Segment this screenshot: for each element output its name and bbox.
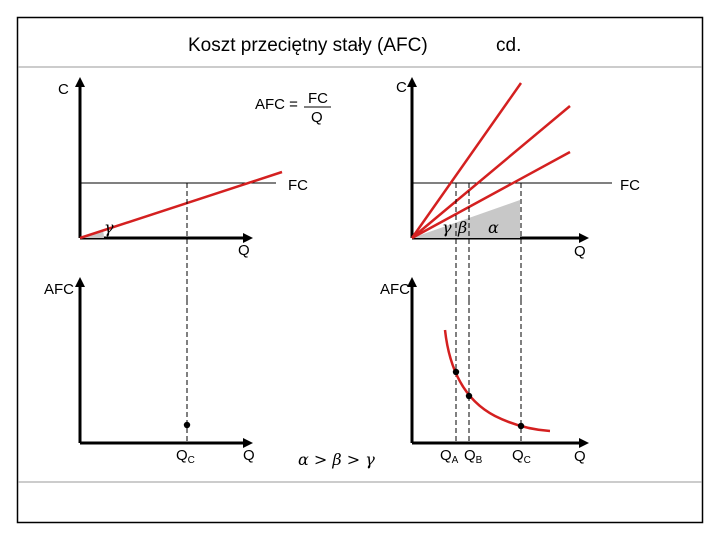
slide-title: Koszt przeciętny stały (AFC): [188, 35, 428, 56]
angle-inequality: α > β > γ: [298, 450, 375, 469]
angle-wedges: [412, 200, 520, 238]
slide-title-suffix: cd.: [496, 35, 521, 56]
panel-top-left: C Q FC γ AFC = FC Q: [58, 77, 331, 300]
angle-alpha-label: α: [488, 218, 499, 237]
angle-gamma-label: γ: [104, 218, 114, 237]
afc-point-c: [517, 422, 525, 430]
qc-label: QC: [512, 447, 531, 466]
fc-label: FC: [620, 177, 640, 194]
x-axis-label: Q: [574, 243, 586, 260]
ray-gamma: [411, 150, 571, 240]
afc-point-c: [183, 421, 191, 429]
afc-curve: [443, 329, 551, 433]
fc-label: FC: [288, 177, 308, 194]
qb-label: QB: [464, 447, 483, 466]
x-axis-label: Q: [574, 448, 586, 465]
y-axis-label: AFC: [44, 281, 74, 298]
formula-numerator: FC: [308, 90, 328, 107]
x-axis-label: Q: [243, 447, 255, 464]
afc-point-b: [465, 392, 473, 400]
ray-beta: [411, 105, 571, 239]
x-axis-label: Q: [238, 242, 250, 259]
formula-denominator: Q: [311, 109, 323, 126]
formula-lhs: AFC =: [255, 96, 298, 113]
qa-label: QA: [440, 447, 459, 466]
y-axis-label: C: [58, 81, 69, 98]
slide-frame: [16, 16, 704, 524]
ray-alpha: [410, 82, 523, 239]
panel-bottom-left: AFC Q QC: [44, 277, 255, 466]
panel-top-right: C Q FC γ β α: [396, 77, 640, 300]
y-axis-label: AFC: [380, 281, 410, 298]
angle-gamma-label: γ: [442, 218, 452, 237]
angle-beta-label: β: [457, 218, 467, 237]
afc-point-a: [452, 368, 460, 376]
y-axis-label: C: [396, 79, 407, 96]
panel-bottom-right: AFC Q QA QB QC: [380, 277, 589, 466]
qc-label: QC: [176, 447, 195, 466]
fc-ray: [79, 170, 283, 240]
